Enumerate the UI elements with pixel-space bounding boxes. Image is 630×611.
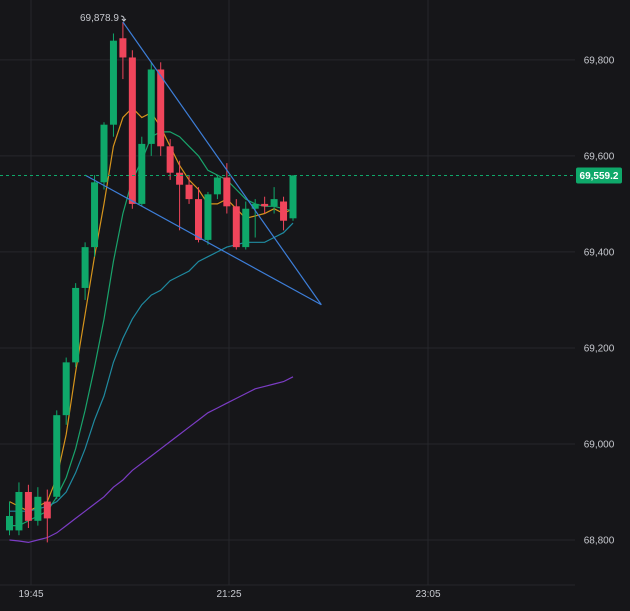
ma_long-line: [9, 376, 294, 544]
candle-body: [119, 38, 127, 58]
candle-body: [176, 172, 184, 185]
candle-body: [138, 143, 146, 204]
candle-body: [270, 199, 278, 207]
candle-body: [15, 491, 23, 531]
candle-body: [223, 177, 231, 207]
x-tick-label: 23:05: [415, 589, 440, 600]
candle-body: [43, 501, 51, 519]
trendlines[interactable]: [84, 21, 322, 306]
candle-body: [195, 199, 202, 240]
candle-body: [100, 124, 108, 183]
trendline: [84, 174, 322, 306]
y-tick-label: 68,800: [584, 536, 615, 547]
candle-body: [34, 496, 42, 521]
candle-body: [242, 208, 250, 248]
candle-body: [251, 203, 259, 209]
candle-body: [232, 206, 240, 248]
y-axis: 68,800 69,000 69,200 69,400 69,600 69,800: [584, 55, 615, 546]
y-tick-label: 69,400: [584, 247, 615, 258]
candle-body: [128, 57, 136, 204]
candle-body: [213, 177, 221, 195]
candle-body: [185, 184, 193, 200]
last-price-tag: [576, 167, 622, 184]
candle-body: [6, 515, 13, 531]
candle-body: [157, 69, 165, 147]
y-tick-label: 69,800: [584, 55, 615, 66]
high-marker: 69,878.9: [80, 13, 127, 24]
candle-body: [166, 146, 174, 173]
x-axis: 19:45 21:25 23:05: [0, 584, 575, 600]
candle-body: [62, 362, 70, 416]
x-tick-label: 19:45: [18, 589, 43, 600]
x-tick-label: 21:25: [216, 589, 241, 600]
candle-body: [204, 194, 212, 240]
last-price-label: 69,559.2: [580, 171, 619, 182]
high-marker-label: 69,878.9: [80, 13, 119, 24]
candle-body: [72, 287, 80, 363]
trendline: [122, 21, 322, 306]
candle-body: [91, 182, 99, 248]
candle-body: [81, 247, 89, 288]
last-price-line: 69,559.2: [0, 167, 622, 184]
candle-body: [147, 69, 155, 144]
y-tick-label: 69,200: [584, 343, 615, 354]
candle-body: [289, 175, 297, 219]
high-marker-arrow-icon: [120, 15, 127, 22]
y-tick-label: 69,000: [584, 439, 615, 450]
candle-body: [109, 40, 117, 125]
y-tick-label: 69,600: [584, 151, 615, 162]
candles: [6, 22, 297, 543]
candle-body: [280, 201, 288, 221]
candle-body: [53, 415, 61, 497]
candle-body: [261, 203, 269, 207]
candle-body: [24, 491, 32, 521]
